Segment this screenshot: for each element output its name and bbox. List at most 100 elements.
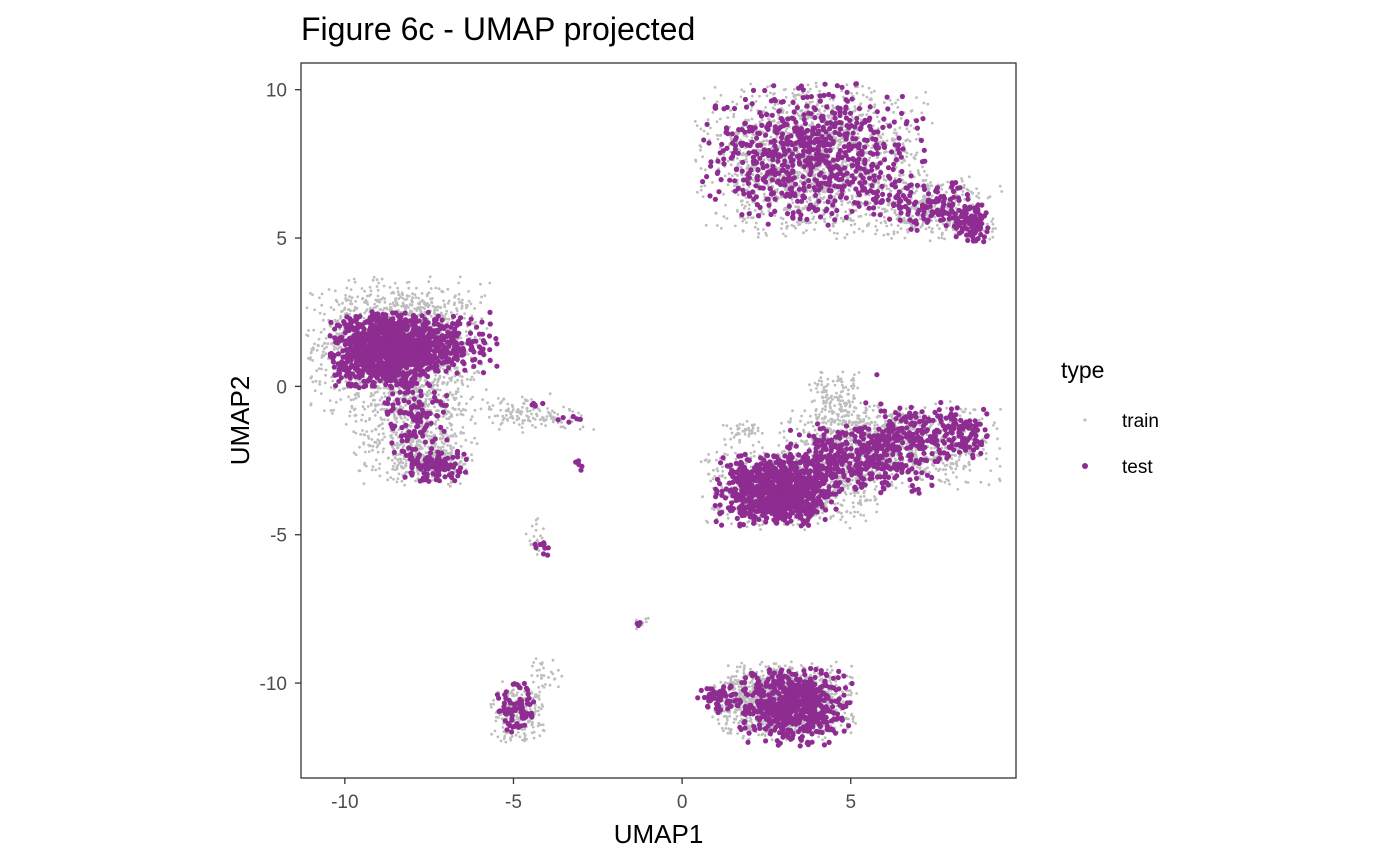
point-train	[365, 294, 369, 298]
point-train	[401, 446, 405, 449]
point-train	[424, 397, 428, 401]
point-train	[497, 428, 501, 431]
point-train	[374, 306, 377, 309]
point-train	[542, 527, 545, 531]
point-train	[381, 309, 385, 312]
point-train	[375, 278, 379, 282]
point-train	[727, 172, 731, 176]
point-train	[861, 113, 865, 116]
point-train	[313, 342, 316, 346]
point-train	[380, 407, 384, 411]
point-train	[371, 410, 375, 413]
point-train	[360, 287, 364, 290]
point-train	[433, 451, 436, 454]
point-train	[372, 275, 376, 279]
point-train	[510, 403, 514, 407]
point-train	[772, 119, 776, 123]
point-train	[363, 311, 367, 315]
point-train	[305, 333, 308, 337]
point-train	[464, 330, 468, 333]
point-train	[735, 102, 739, 106]
point-train	[458, 461, 461, 465]
point-train	[397, 428, 401, 431]
point-train	[340, 331, 344, 335]
point-train	[376, 386, 380, 390]
point-train	[392, 303, 396, 307]
point-train	[991, 227, 995, 231]
point-train	[747, 185, 751, 189]
point-train	[348, 414, 351, 418]
point-train	[797, 184, 801, 188]
point-train	[861, 229, 865, 233]
point-train	[479, 407, 483, 411]
point-train	[449, 311, 453, 314]
point-train	[429, 391, 432, 395]
point-train	[361, 405, 365, 409]
point-train	[702, 129, 706, 133]
point-train	[869, 498, 872, 502]
point-train	[741, 199, 744, 203]
point-train	[836, 232, 839, 235]
point-train	[914, 153, 918, 157]
point-train	[446, 287, 450, 291]
point-train	[442, 442, 446, 446]
point-train	[840, 203, 844, 207]
point-train	[758, 94, 761, 98]
point-train	[407, 286, 411, 290]
point-train	[380, 298, 383, 301]
point-train	[352, 451, 356, 455]
point-train	[320, 303, 324, 307]
point-train	[773, 107, 777, 111]
point-train	[799, 179, 802, 183]
point-train	[380, 396, 384, 400]
point-train	[397, 453, 400, 456]
point-train	[559, 425, 563, 429]
point-train	[332, 408, 335, 412]
point-train	[378, 308, 382, 312]
point-train	[460, 375, 464, 378]
point-train	[339, 317, 342, 320]
point-train	[446, 443, 449, 447]
point-train	[354, 431, 358, 435]
point-train	[899, 227, 903, 231]
point-train	[361, 413, 364, 417]
point-train	[711, 477, 715, 481]
point-train	[532, 535, 536, 538]
point-train	[521, 405, 524, 409]
point-train	[700, 185, 703, 188]
point-train	[309, 403, 313, 407]
point-train	[521, 421, 525, 425]
point-train	[318, 311, 322, 315]
point-train	[426, 302, 430, 305]
point-train	[458, 374, 462, 378]
point-train	[745, 188, 749, 192]
point-train	[794, 97, 797, 101]
point-train	[881, 132, 885, 136]
point-train	[439, 430, 443, 433]
point-train	[324, 352, 328, 356]
point-train	[886, 203, 890, 207]
point-train	[344, 299, 348, 302]
point-train	[441, 415, 445, 419]
point-train	[371, 393, 375, 397]
point-train	[836, 501, 840, 505]
point-train	[840, 89, 844, 93]
point-train	[1000, 190, 1004, 193]
point-train	[917, 132, 920, 136]
point-train	[352, 309, 356, 313]
point-train	[535, 522, 538, 526]
point-train	[737, 162, 740, 166]
point-train	[324, 336, 328, 340]
point-train	[447, 317, 451, 321]
point-train	[441, 367, 445, 371]
point-train	[418, 379, 421, 383]
point-train	[320, 367, 323, 371]
point-train	[540, 416, 544, 419]
point-train	[333, 289, 337, 293]
point-train	[383, 395, 387, 398]
point-train	[332, 348, 336, 351]
point-train	[394, 418, 398, 421]
point-train	[465, 378, 469, 381]
point-train	[368, 444, 371, 448]
point-train	[927, 226, 931, 229]
